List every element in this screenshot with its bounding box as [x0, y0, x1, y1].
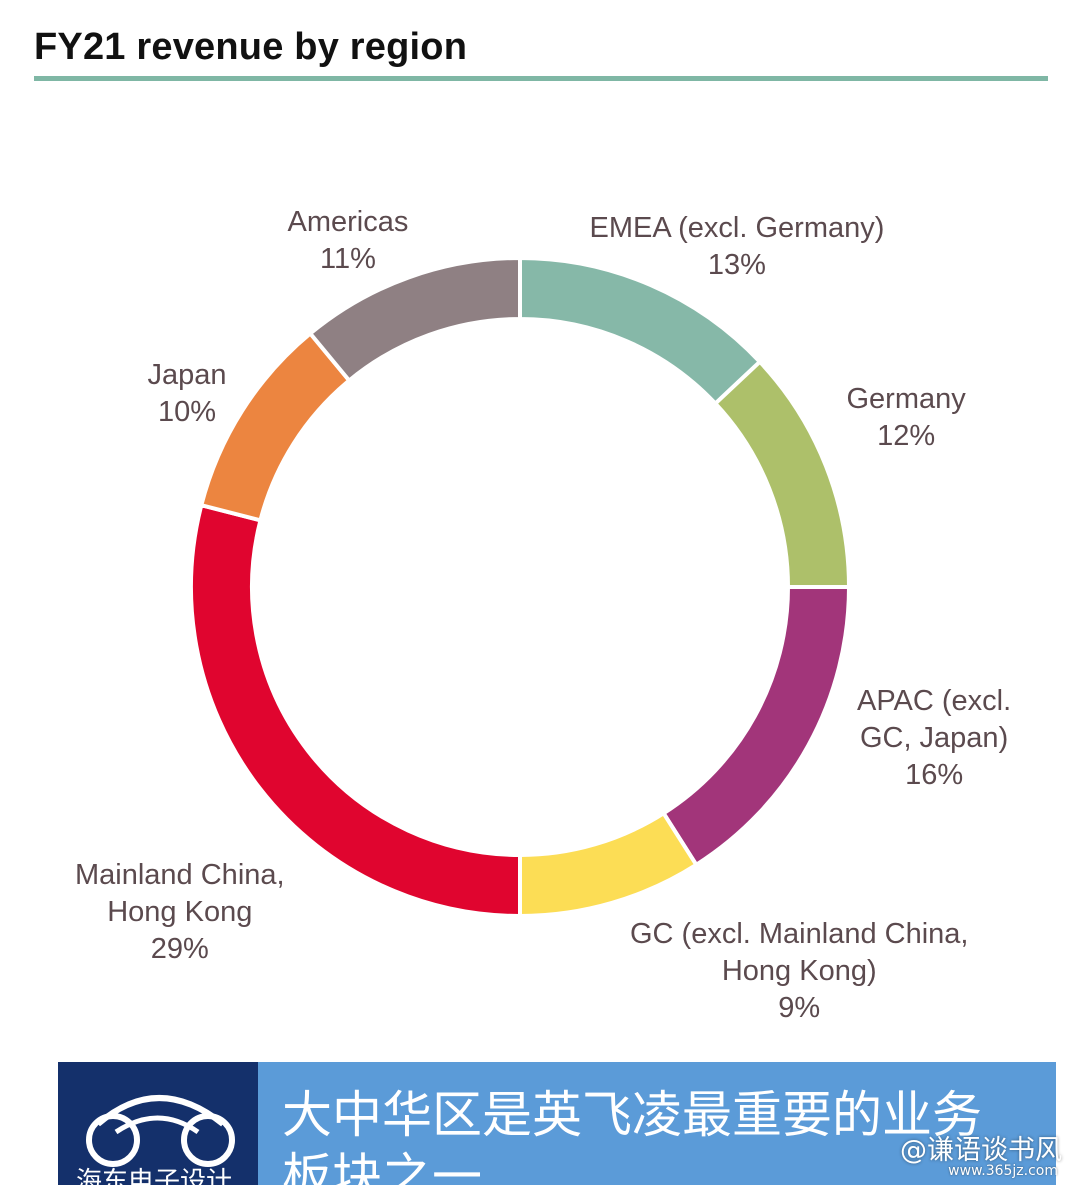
banner-caption-box: 大中华区是英飞凌最重要的业务板块之一: [258, 1062, 1056, 1185]
slice-label-line: Hong Kong): [721, 955, 877, 987]
slice-label-line: 29%: [150, 933, 209, 965]
donut-slice-6: [307, 255, 522, 384]
donut-slice-4: [189, 502, 522, 919]
slice-label-line: EMEA (excl. Germany): [589, 212, 885, 244]
banner-logo: 海东电子设计: [58, 1062, 258, 1185]
slice-label-line: 16%: [905, 759, 964, 791]
slice-label-line: APAC (excl.: [857, 685, 1012, 717]
slice-label-line: 13%: [707, 249, 766, 281]
donut-slice-1: [712, 358, 852, 589]
page-title: FY21 revenue by region: [34, 26, 468, 68]
slice-label-line: GC (excl. Mainland China,: [630, 918, 969, 950]
slice-label-line: Hong Kong: [107, 896, 253, 928]
donut-slice-2: [660, 585, 852, 868]
donut-slice-3: [518, 810, 700, 919]
donut-chart: [189, 255, 852, 919]
slice-label-line: 10%: [157, 396, 217, 428]
slice-label-2: APAC (excl. GC, Japan) 16%: [857, 683, 1011, 794]
slice-label-line: 12%: [877, 420, 936, 452]
banner-caption: 大中华区是英飞凌最重要的业务板块之一: [282, 1086, 982, 1185]
slice-label-line: Japan: [147, 359, 227, 391]
slice-label-5: Japan 10%: [148, 357, 227, 431]
slice-label-6: Americas 11%: [288, 204, 409, 278]
slice-label-3: GC (excl. Mainland China, Hong Kong) 9%: [630, 916, 968, 1027]
watermark-text: @谦语谈书风: [900, 1135, 1062, 1166]
slice-label-4: Mainland China, Hong Kong 29%: [75, 857, 285, 968]
slice-label-line: 9%: [778, 992, 821, 1024]
logo-text: 海东电子设计: [76, 1167, 232, 1185]
title-divider: [34, 76, 1048, 81]
slice-label-line: Germany: [846, 383, 966, 415]
slice-label-0: EMEA (excl. Germany) 13%: [590, 210, 885, 284]
watermark-url: www.365jz.com: [948, 1163, 1058, 1179]
donut-slices: [189, 255, 852, 919]
slice-label-line: Mainland China,: [75, 859, 285, 891]
circles-logo-icon: 海东电子设计: [76, 1095, 235, 1185]
slice-label-line: GC, Japan): [859, 722, 1009, 754]
slice-label-line: Americas: [287, 206, 409, 238]
slice-label-1: Germany 12%: [847, 381, 966, 455]
slice-label-line: 11%: [319, 243, 376, 275]
